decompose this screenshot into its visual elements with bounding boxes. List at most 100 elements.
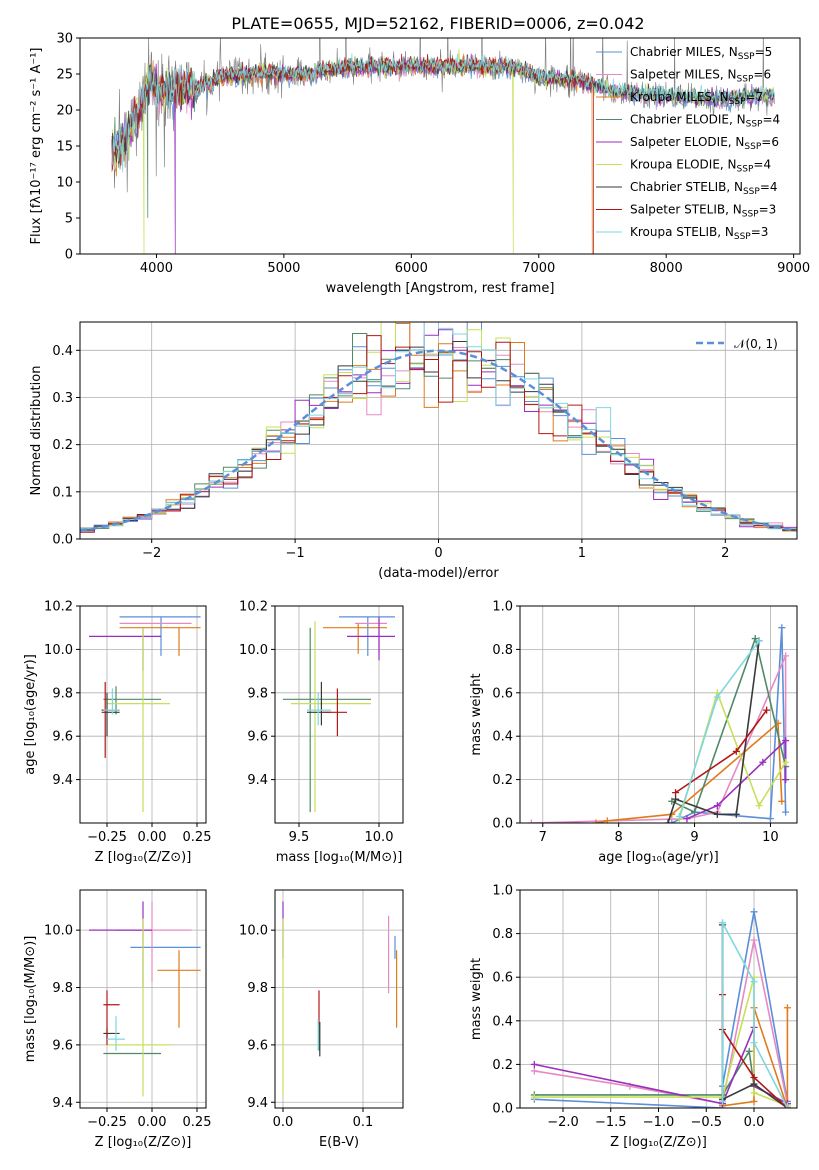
legend-entry: Chabrier STELIB, NSSP=4	[630, 180, 778, 197]
legend-model-name: Salpeter MILES, N	[630, 68, 737, 82]
y-tick-label: 0	[65, 248, 73, 263]
legend-model-name: Chabrier ELODIE, N	[630, 113, 746, 127]
mass-weight-marker	[668, 819, 676, 823]
y-tick-label: 9.6	[52, 730, 73, 745]
legend-model-name: Chabrier MILES, N	[630, 45, 738, 59]
data-layer	[282, 901, 398, 1097]
mass-weight-marker	[672, 789, 680, 797]
axes-frame	[274, 889, 404, 1109]
mass-weight-marker	[782, 758, 790, 766]
y-tick-label: 0.0	[492, 1102, 513, 1117]
y-tick-label: 0.8	[492, 927, 513, 942]
legend-nssp: =6	[761, 135, 779, 149]
gaussian-curve	[80, 349, 797, 532]
x-tick-label: 8000	[650, 261, 683, 276]
mass-weight-marker	[713, 693, 721, 701]
y-tick-label: 9.8	[247, 686, 268, 701]
x-tick-label: 9.5	[289, 830, 310, 845]
y-axis-label: Flux [fλ10⁻¹⁷ erg cm⁻² s⁻¹ A⁻¹]	[29, 48, 44, 245]
legend-subscript: SSP	[734, 232, 751, 242]
mass-vs-ebv-panel: 0.0 0.1 9.4 9.6 9.8 10.0 E(B-V)	[239, 889, 404, 1150]
x-tick-label: 0.0	[744, 1115, 765, 1130]
legend-subscript: SSP	[744, 142, 761, 152]
y-tick-label: 9.8	[52, 686, 73, 701]
mass-weight-marker	[683, 815, 691, 823]
mass-weight-marker	[732, 747, 740, 755]
mass-weight-marker	[751, 635, 759, 643]
y-tick-label: 0.0	[52, 533, 73, 548]
y-tick-label: 5	[65, 212, 73, 227]
mass-weight-marker	[750, 936, 758, 944]
y-tick-label: 9.4	[247, 773, 268, 788]
y-tick-label: 20	[56, 104, 73, 119]
x-tick-label: 0.25	[183, 1115, 212, 1130]
mass-weight-marker	[755, 637, 763, 645]
data-layer	[530, 908, 791, 1108]
legend-model-name: Kroupa MILES, N	[630, 90, 729, 104]
mass-weight-marker	[750, 1097, 758, 1105]
y-axis-label: mass weight	[469, 673, 484, 755]
mass-weight-line-1	[531, 655, 787, 823]
mass-weight-marker	[766, 815, 774, 823]
x-tick-label: 8	[615, 830, 623, 845]
legend-subscript: SSP	[742, 210, 759, 220]
legend-nssp: =4	[760, 180, 778, 194]
mass-weight-line-1	[534, 939, 789, 1105]
legend-entry: Chabrier MILES, NSSP=5	[630, 45, 772, 62]
y-tick-label: 0.4	[492, 1014, 513, 1029]
y-tick-label: 9.6	[247, 1038, 268, 1053]
x-axis-label: (data-model)/error	[378, 566, 499, 581]
y-tick-label: 9.6	[247, 730, 268, 745]
y-tick-label: 0.1	[52, 485, 73, 500]
axes-frame	[274, 605, 404, 824]
legend-entry: Chabrier ELODIE, NSSP=4	[630, 113, 780, 130]
x-tick-label: 5000	[267, 261, 300, 276]
x-axis-label: Z [log₁₀(Z/Z⊙)]	[610, 1135, 707, 1150]
x-tick-label: 1	[578, 546, 586, 561]
mass-weight-marker	[750, 908, 758, 916]
legend-model-name: Chabrier STELIB, N	[630, 180, 743, 194]
mass-weight-marker	[530, 1060, 538, 1068]
legend-model-name: Salpeter ELODIE, N	[630, 135, 744, 149]
histogram-8	[80, 322, 797, 530]
x-tick-label: −2.0	[547, 1115, 579, 1130]
legend-model-name: Salpeter STELIB, N	[630, 203, 742, 217]
legend-model-name: Kroupa ELODIE, N	[630, 158, 737, 172]
legend-subscript: SSP	[737, 75, 754, 85]
mass-weight-marker	[592, 819, 600, 823]
x-axis-label: age [log₁₀(age/yr)]	[598, 850, 719, 865]
mass-vs-Z-panel: −0.25 0.00 0.25 9.4 9.6 9.8 10.0 Z [log₁₀(Z/Z⊙)…	[23, 889, 212, 1150]
y-tick-label: 0.6	[492, 971, 513, 986]
y-tick-label: 1.0	[492, 600, 513, 615]
y-tick-label: 10.2	[239, 600, 268, 615]
mass-weight-marker	[530, 1067, 538, 1075]
mass-weight-marker	[750, 1039, 758, 1047]
mass-weight-marker	[718, 1097, 726, 1105]
mass-weight-marker	[750, 1073, 758, 1081]
y-tick-label: 9.4	[52, 773, 73, 788]
x-axis-label: E(B-V)	[319, 1135, 359, 1150]
x-tick-label: 0	[434, 546, 442, 561]
y-axis-label: age [log₁₀(age/yr)]	[23, 654, 38, 775]
y-tick-label: 9.8	[52, 981, 73, 996]
x-axis-label: Z [log₁₀(Z/Z⊙)]	[95, 850, 192, 865]
x-tick-label: 9000	[777, 261, 810, 276]
x-axis-label: Z [log₁₀(Z/Z⊙)]	[95, 1135, 192, 1150]
legend-nssp: =5	[755, 45, 773, 59]
mass-weight-marker	[783, 1004, 791, 1012]
x-tick-label: 2	[721, 546, 729, 561]
mass-weight-marker	[527, 819, 535, 823]
x-tick-label: 6000	[395, 261, 428, 276]
y-axis-label: mass [log₁₀(M/M⊙)]	[23, 936, 38, 1063]
mass-weight-marker	[778, 797, 786, 805]
data-layer	[89, 616, 201, 813]
mass-weight-marker	[664, 819, 672, 823]
mass-weight-marker	[755, 802, 763, 810]
y-tick-label: 10	[56, 176, 73, 191]
mass-weight-marker	[759, 758, 767, 766]
legend-nssp: =7	[746, 90, 764, 104]
axes-frame	[79, 889, 207, 1109]
y-tick-label: 9.4	[247, 1096, 268, 1111]
residual-histogram-panel: −2 −1 0 1 2 0.0 0.1 0.2 0.3 0.4 (data-model)/error…	[29, 321, 798, 581]
